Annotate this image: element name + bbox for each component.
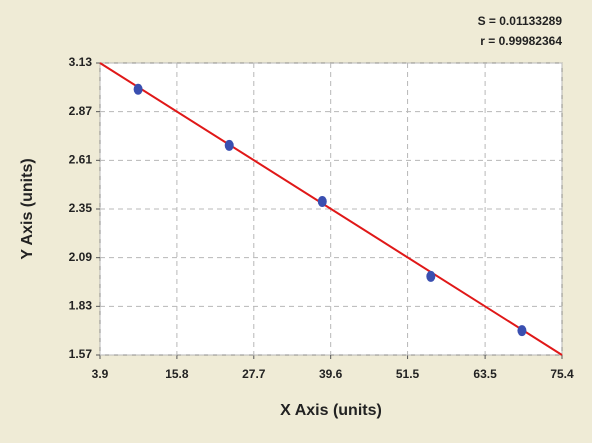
- annotation: r = 0.99982364: [480, 34, 562, 48]
- y-tick-label: 3.13: [69, 55, 93, 69]
- fit-line: [99, 62, 563, 356]
- data-point: [317, 196, 327, 208]
- x-tick-label: 15.8: [165, 367, 189, 381]
- y-tick-label: 2.87: [69, 104, 93, 118]
- x-tick-label: 3.9: [92, 367, 109, 381]
- y-axis-title: Y Axis (units): [19, 158, 36, 259]
- y-tick-label: 1.57: [69, 347, 93, 361]
- x-tick-label: 39.6: [319, 367, 343, 381]
- x-tick-label: 27.7: [242, 367, 266, 381]
- y-tick-label: 2.61: [69, 153, 93, 167]
- y-tick-label: 2.09: [69, 250, 93, 264]
- data-point: [133, 83, 143, 95]
- x-tick-label: 63.5: [473, 367, 497, 381]
- y-tick-label: 1.83: [69, 299, 93, 313]
- x-tick-label: 51.5: [396, 367, 420, 381]
- data-point: [517, 325, 527, 337]
- data-point: [426, 270, 436, 282]
- x-tick-label: 75.4: [550, 367, 574, 381]
- x-axis-title: X Axis (units): [280, 402, 382, 419]
- y-tick-label: 2.35: [69, 201, 93, 215]
- data-point: [224, 139, 234, 151]
- annotation: S = 0.01133289: [478, 14, 563, 28]
